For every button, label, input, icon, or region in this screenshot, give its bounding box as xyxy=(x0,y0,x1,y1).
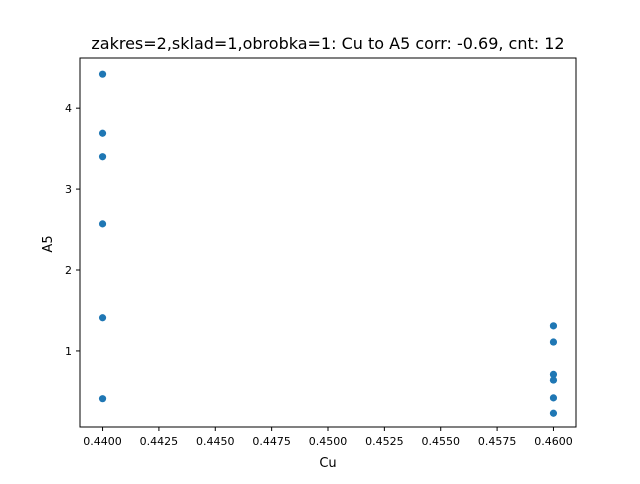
data-point xyxy=(549,370,558,379)
data-point xyxy=(549,338,558,346)
x-tick-label: 0.4550 xyxy=(421,435,460,448)
data-point xyxy=(549,376,558,384)
chart-title: zakres=2,sklad=1,obrobka=1: Cu to A5 cor… xyxy=(91,34,564,53)
x-tick-label: 0.4425 xyxy=(140,435,179,448)
x-axis-label: Cu xyxy=(319,456,336,471)
y-tick-label: 3 xyxy=(65,183,72,196)
x-tick-label: 0.4575 xyxy=(478,435,517,448)
x-tick-label: 0.4475 xyxy=(252,435,291,448)
x-tick-label: 0.4500 xyxy=(309,435,348,448)
data-point xyxy=(98,395,107,403)
y-tick-label: 4 xyxy=(65,102,72,115)
data-point xyxy=(98,314,107,322)
data-point xyxy=(98,129,107,137)
y-tick-label: 2 xyxy=(65,264,72,277)
axis-ticks: 0.4400 0.4425 0.4450 0.4475 0.4500 0.4525 0.45… xyxy=(65,102,573,448)
y-axis-label: A5 xyxy=(41,235,56,252)
data-point xyxy=(98,220,107,228)
x-tick-label: 0.4600 xyxy=(534,435,573,448)
data-point xyxy=(549,322,558,330)
y-tick-label: 1 xyxy=(65,345,72,358)
x-tick-label: 0.4450 xyxy=(196,435,235,448)
data-point xyxy=(549,394,558,402)
data-point xyxy=(98,153,107,161)
x-tick-label: 0.4525 xyxy=(365,435,404,448)
plot-area-frame xyxy=(79,57,577,428)
data-point xyxy=(98,70,107,78)
data-points xyxy=(98,70,558,417)
x-tick-label: 0.4400 xyxy=(83,435,122,448)
data-point xyxy=(549,409,558,417)
